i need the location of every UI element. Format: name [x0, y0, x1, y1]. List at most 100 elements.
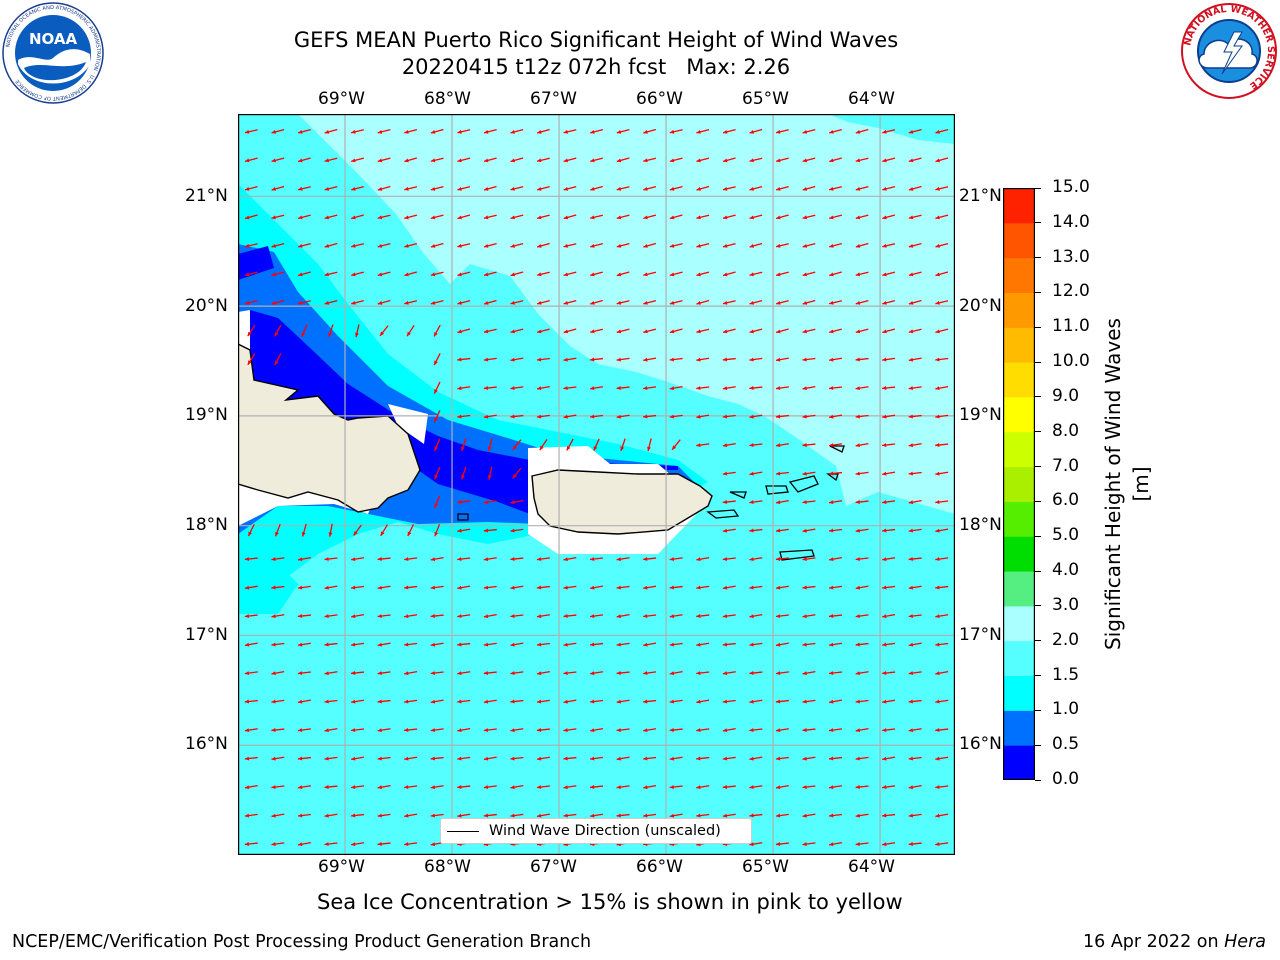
wave-direction-arrow	[244, 671, 258, 676]
wave-direction-arrow	[855, 242, 869, 248]
wave-direction-arrow	[590, 214, 603, 220]
colorbar-tick-label: 2.0	[1052, 629, 1080, 650]
wave-direction-arrow	[377, 214, 391, 220]
wave-direction-arrow	[350, 642, 365, 647]
wave-direction-arrow	[590, 185, 603, 191]
wave-direction-arrow	[855, 471, 869, 476]
wave-direction-arrow	[324, 813, 338, 818]
wave-direction-arrow	[457, 785, 471, 789]
colorbar-tick-mark	[1035, 291, 1041, 293]
wave-direction-arrow	[775, 471, 789, 476]
wave-direction-arrow	[434, 523, 441, 537]
wave-direction-arrow	[616, 585, 630, 590]
wave-direction-arrow	[563, 671, 577, 675]
wave-direction-arrow	[828, 386, 843, 390]
wave-direction-arrow	[244, 557, 258, 561]
wave-direction-arrow	[430, 556, 444, 562]
colorbar-segment	[1003, 327, 1035, 363]
wave-direction-arrow	[589, 727, 604, 733]
wave-direction-arrow	[829, 271, 842, 277]
wave-direction-arrow	[882, 443, 896, 447]
colorbar-tick-label: 6.0	[1052, 490, 1080, 511]
wave-direction-arrow	[244, 299, 258, 305]
lon-label-top-66W: 66°W	[636, 89, 683, 109]
wave-direction-arrow	[350, 671, 365, 675]
wave-direction-arrow	[828, 500, 843, 505]
wave-direction-arrow	[457, 642, 471, 647]
wave-direction-arrow	[855, 842, 869, 846]
wave-direction-arrow	[324, 557, 338, 561]
wave-direction-arrow	[696, 328, 710, 334]
colorbar-tick-label: 11.0	[1052, 316, 1090, 337]
wave-direction-arrow	[669, 585, 683, 590]
wave-direction-arrow	[404, 614, 418, 619]
wave-direction-arrow	[536, 728, 550, 732]
wave-direction-arrow	[828, 414, 843, 419]
wave-direction-arrow	[377, 557, 391, 561]
wave-direction-arrow	[589, 614, 604, 619]
wave-direction-arrow	[908, 642, 922, 647]
wave-direction-arrow	[377, 699, 391, 704]
wave-direction-arrow	[749, 557, 763, 562]
wave-direction-arrow	[404, 813, 418, 818]
legend-label: Wind Wave Direction (unscaled)	[489, 823, 721, 839]
lat-label-right-21N: 21°N	[959, 186, 1002, 206]
wave-direction-arrow	[244, 185, 258, 191]
wave-direction-arrow	[775, 528, 789, 533]
wave-direction-arrow	[274, 324, 282, 337]
wave-direction-arrow	[935, 443, 949, 447]
wave-direction-arrow	[908, 614, 922, 618]
wave-direction-arrow	[882, 185, 896, 191]
wave-direction-arrow	[589, 585, 604, 590]
wave-direction-arrow	[350, 585, 365, 590]
wave-direction-arrow	[590, 271, 603, 277]
wave-direction-arrow	[696, 785, 710, 790]
wave-direction-arrow	[722, 614, 736, 619]
wave-direction-arrow	[828, 443, 843, 448]
colorbar-tick-label: 1.0	[1052, 699, 1080, 720]
wave-direction-arrow	[324, 242, 338, 248]
wave-direction-arrow	[669, 157, 683, 163]
wave-direction-arrow	[483, 243, 497, 248]
wave-direction-arrow	[589, 414, 604, 419]
chart-subtitle: 20220415 t12z 072h fcst Max: 2.26	[401, 55, 791, 79]
wave-direction-arrow	[324, 271, 338, 277]
colorbar-tick-label: 1.5	[1052, 664, 1080, 685]
colorbar-tick-mark	[1035, 675, 1041, 677]
wave-direction-arrow	[882, 157, 896, 163]
wave-direction-arrow	[244, 129, 258, 134]
wave-direction-arrow	[297, 671, 311, 675]
wave-direction-arrow	[483, 414, 497, 419]
wave-direction-arrow	[775, 185, 789, 191]
wave-direction-arrow	[244, 728, 258, 733]
wave-direction-arrow	[616, 728, 630, 732]
wave-direction-arrow	[828, 699, 843, 704]
wave-direction-arrow	[696, 642, 710, 647]
wave-direction-arrow	[457, 243, 471, 248]
nws-logo-icon: NATIONAL WEATHER SERVICE	[1180, 2, 1278, 100]
lat-label-left-17N: 17°N	[185, 625, 228, 645]
wave-direction-arrow	[775, 214, 789, 220]
wave-direction-arrow	[297, 128, 311, 134]
colorbar-segment	[1003, 257, 1035, 293]
wave-direction-arrow	[908, 243, 922, 248]
wave-direction-arrow	[536, 357, 550, 362]
wave-direction-arrow	[855, 727, 869, 733]
lon-label-bottom-67W: 67°W	[530, 857, 577, 877]
wave-direction-arrow	[297, 642, 311, 647]
wave-direction-arrow	[590, 328, 603, 334]
wave-direction-arrow	[829, 157, 842, 163]
wave-direction-arrow	[908, 499, 922, 505]
wave-direction-arrow	[749, 157, 763, 163]
colorbar-segment	[1003, 292, 1035, 328]
wave-direction-arrow	[828, 556, 843, 562]
wave-direction-arrow	[457, 813, 471, 818]
wave-direction-arrow	[483, 500, 497, 505]
wave-direction-arrow	[324, 699, 338, 704]
wave-direction-arrow	[935, 500, 949, 504]
wave-direction-arrow	[351, 299, 364, 305]
wave-direction-arrow	[563, 386, 577, 390]
wave-direction-arrow	[908, 557, 922, 561]
wave-direction-arrow	[696, 699, 710, 704]
wave-direction-arrow	[802, 528, 816, 533]
